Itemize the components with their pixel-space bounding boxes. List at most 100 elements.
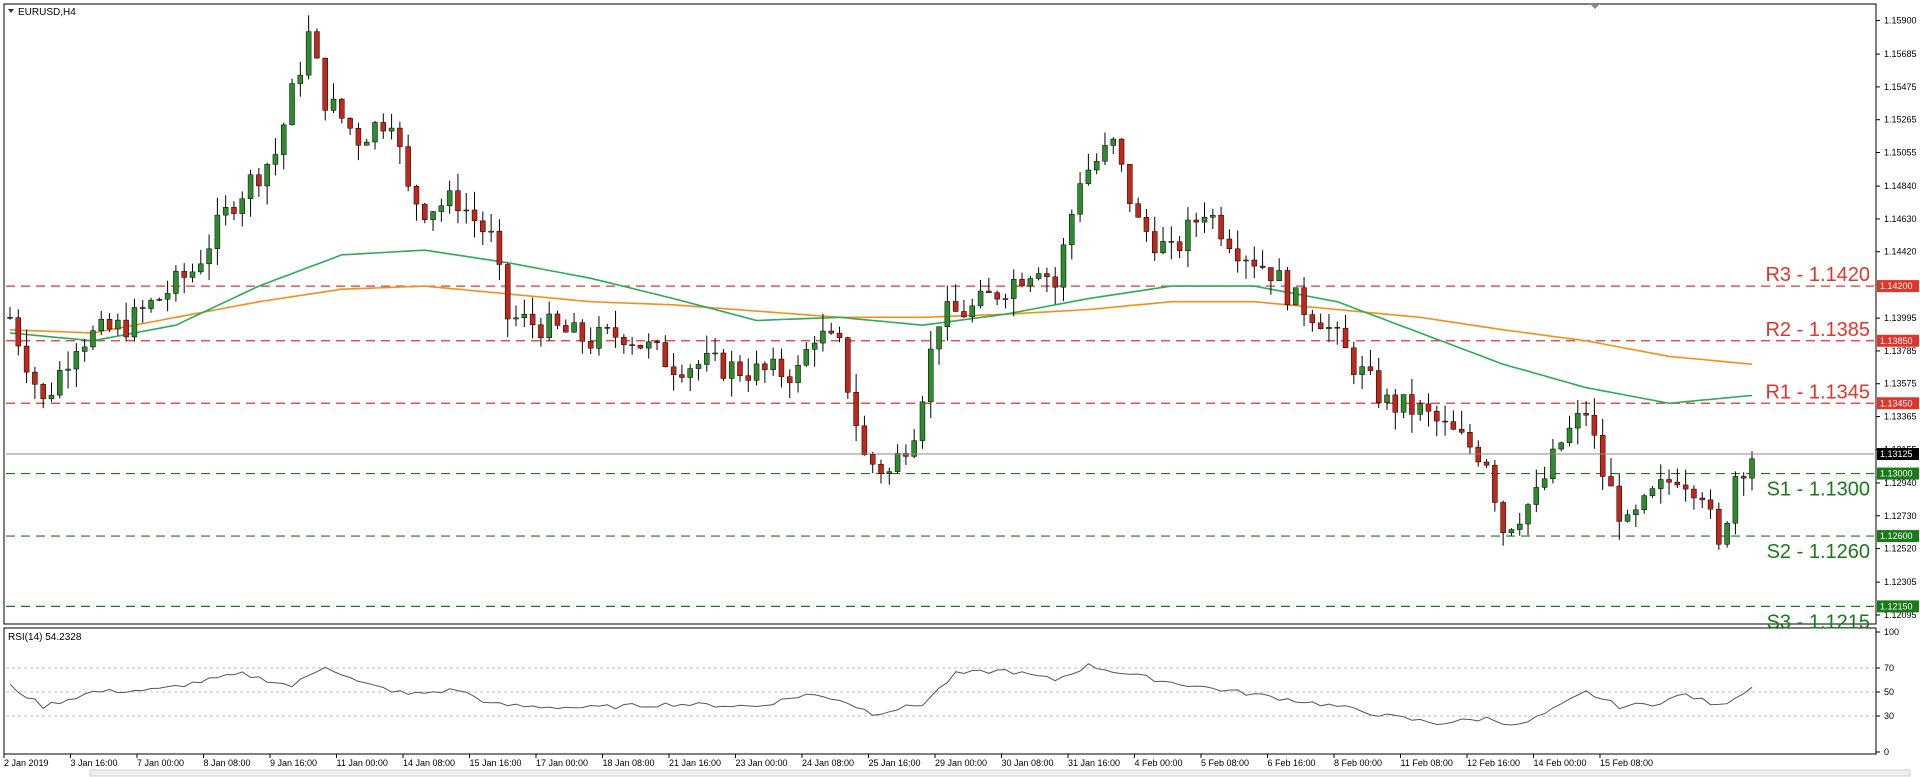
candle-bull [1027, 278, 1034, 287]
candle-bull [289, 83, 295, 126]
time-tick-label: 31 Jan 16:00 [1068, 758, 1120, 768]
candle-bear [670, 366, 677, 375]
price-tick-label: 1.12940 [1884, 478, 1917, 488]
shift-marker-icon[interactable] [1590, 4, 1600, 9]
candle-bull [886, 471, 893, 474]
candle-bull [1085, 169, 1092, 184]
candle-bear [1317, 322, 1324, 330]
price-tick-label: 1.12305 [1884, 577, 1917, 587]
rsi-tick-label: 70 [1884, 663, 1894, 673]
resistance-price-tag-text: 1.14200 [1880, 281, 1913, 291]
candle-bear [1450, 421, 1457, 430]
candle-bull [1243, 259, 1249, 262]
candle-bull [1533, 487, 1540, 505]
candle-bull [363, 141, 370, 146]
time-tick-label: 15 Jan 16:00 [470, 758, 522, 768]
time-tick-label: 17 Jan 00:00 [536, 758, 588, 768]
ma-fast-line [9, 249, 1753, 405]
time-tick-label: 11 Feb 08:00 [1401, 758, 1453, 768]
rsi-tick-label: 0 [1884, 747, 1889, 757]
candle-bear [231, 207, 237, 214]
chevron-down-icon[interactable] [8, 9, 14, 13]
candle-bull [1417, 403, 1423, 415]
price-axis: 1.15900 1.15685 1.15475 1.15265 1.15055 1.148… [1876, 15, 1917, 620]
candle-bear [40, 384, 46, 400]
candle-bear [32, 371, 38, 385]
candle-bear [413, 186, 420, 205]
candle-bear [845, 337, 851, 393]
candle-bear [480, 220, 486, 233]
resistance-price-tag [1877, 397, 1919, 410]
candle-bull [1550, 448, 1556, 479]
candle-bear [986, 290, 992, 293]
candle-bull [1201, 217, 1208, 223]
candle-bull [936, 326, 942, 350]
candle-bear [1193, 219, 1199, 223]
resistance-price-tag-text: 1.13450 [1880, 398, 1913, 408]
candle-bull [1069, 213, 1075, 246]
candle-bull [820, 330, 826, 344]
candle-bull [1060, 244, 1067, 288]
candle-bear [314, 31, 320, 59]
candle-bull [596, 327, 602, 349]
price-tick-label: 1.14630 [1884, 214, 1917, 224]
candle-bull [704, 353, 710, 365]
candle-bear [256, 174, 262, 187]
candle-bear [720, 352, 727, 379]
candle-bull [513, 317, 519, 320]
time-tick-label: 15 Feb 08:00 [1600, 758, 1653, 768]
candle-bear [654, 341, 660, 344]
candle-bull [803, 349, 810, 366]
candle-bear [339, 98, 345, 119]
candle-bear [1019, 279, 1025, 287]
time-tick-label: 25 Jan 16:00 [869, 758, 921, 768]
time-tick-label: 4 Feb 00:00 [1135, 758, 1183, 768]
resistance-label: R1 - 1.1345 [1765, 381, 1870, 403]
candle-bull [1035, 273, 1042, 279]
price-tick-label: 1.15265 [1884, 115, 1917, 125]
candle-bull [911, 440, 917, 457]
candle-bear [1682, 484, 1689, 490]
window-title: EURUSD,H4 [18, 7, 76, 18]
time-tick-label: 24 Jan 08:00 [802, 758, 854, 768]
candle-bull [372, 122, 378, 143]
candles [7, 15, 1755, 550]
horizontal-scrollbar[interactable] [89, 769, 1911, 777]
candle-bear [662, 342, 669, 368]
candle-bear [1143, 217, 1150, 232]
candle-bear [762, 363, 768, 370]
candle-bull [645, 341, 652, 349]
candle-bear [1367, 366, 1374, 371]
price-tick-label: 1.15475 [1884, 82, 1917, 92]
price-tick-label: 1.13785 [1884, 346, 1917, 356]
candle-bull [330, 98, 337, 111]
candle-bull [1516, 523, 1523, 530]
candle-bull [928, 348, 934, 403]
candle-bear [1442, 420, 1448, 423]
candle-bear [1118, 138, 1125, 165]
candle-bull [795, 364, 801, 383]
candle-bear [1591, 414, 1598, 436]
candle-bull [1002, 298, 1009, 300]
candle-bear [1740, 476, 1747, 479]
rsi-axis: 100 70 50 30 0 [1876, 627, 1899, 757]
candle-bull [919, 401, 926, 441]
candle-bear [679, 374, 685, 378]
candle-bull [438, 205, 445, 212]
candle-bear [1135, 203, 1141, 218]
candle-bull [1093, 160, 1100, 171]
candle-bear [322, 57, 328, 111]
candle-bull [695, 364, 702, 369]
candle-bull [1558, 442, 1564, 450]
candle-bull [1326, 327, 1332, 330]
candle-bear [961, 311, 967, 318]
candle-bull [65, 368, 71, 371]
candle-bull [712, 352, 718, 355]
rsi-tick-label: 100 [1884, 627, 1899, 637]
candle-bull [164, 293, 171, 300]
candle-bull [1749, 458, 1755, 479]
time-tick-label: 12 Feb 16:00 [1467, 758, 1520, 768]
time-axis: 2 Jan 2019 3 Jan 16:00 7 Jan 00:00 8 Jan 08… [3, 754, 1653, 768]
candle-bear [1425, 403, 1432, 412]
candle-bear [737, 361, 743, 376]
